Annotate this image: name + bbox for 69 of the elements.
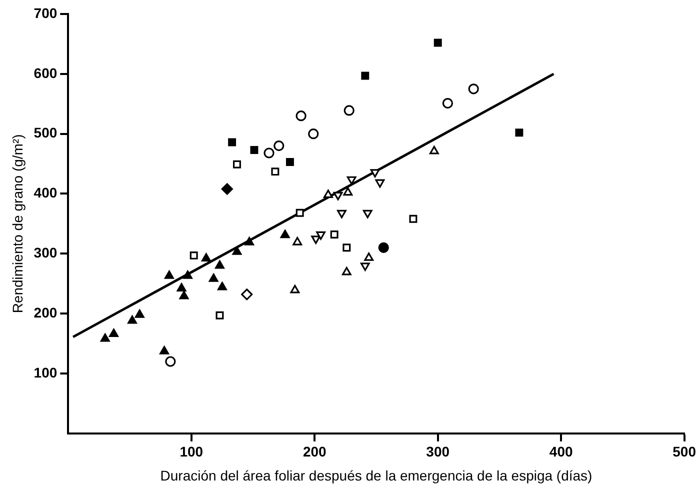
point — [429, 146, 439, 154]
point — [370, 169, 380, 178]
point — [274, 140, 284, 152]
x-axis-title: Duración del área foliar después de la emergencia de la espiga (días) — [160, 467, 592, 484]
point — [216, 311, 224, 320]
point — [375, 179, 385, 188]
point — [442, 98, 454, 109]
point — [201, 253, 211, 262]
point — [378, 242, 389, 253]
x-tick-label: 500 — [672, 444, 696, 460]
point — [409, 214, 418, 223]
y-axis-title: Rendimiento de grano (g/m²) — [9, 134, 26, 314]
point — [218, 282, 227, 290]
point — [109, 328, 118, 337]
point — [468, 84, 479, 94]
point — [316, 231, 326, 240]
point — [364, 252, 374, 261]
point — [308, 128, 319, 140]
x-tick-label: 400 — [549, 444, 573, 460]
point — [343, 187, 353, 196]
point — [362, 210, 372, 218]
point — [179, 290, 189, 300]
point — [434, 38, 442, 47]
point — [176, 283, 186, 292]
point — [296, 208, 304, 217]
point — [296, 110, 306, 122]
point — [228, 138, 236, 146]
point — [280, 230, 290, 238]
point — [215, 260, 224, 269]
point — [342, 244, 351, 252]
y-tick-label: 700 — [34, 4, 58, 21]
point — [361, 72, 370, 80]
point — [190, 251, 198, 260]
point — [290, 284, 300, 294]
point — [128, 315, 137, 324]
y-tick-label: 300 — [34, 244, 58, 261]
point — [337, 210, 346, 218]
point — [292, 236, 302, 246]
y-tick-label: 400 — [34, 184, 58, 201]
point — [346, 176, 356, 185]
point — [165, 356, 176, 367]
point — [515, 128, 524, 137]
point — [271, 168, 280, 176]
y-tick-label: 100 — [34, 364, 58, 380]
point — [160, 346, 169, 354]
point — [342, 266, 352, 276]
y-tick-label: 600 — [34, 64, 58, 81]
x-tick-label: 300 — [426, 444, 450, 460]
point — [286, 158, 294, 166]
y-tick-label: 500 — [34, 124, 58, 141]
point — [323, 190, 333, 198]
point — [100, 333, 110, 342]
point — [244, 236, 254, 246]
y-tick-label: 200 — [34, 304, 58, 320]
point — [333, 192, 343, 200]
point — [241, 288, 253, 300]
point — [344, 105, 354, 116]
point — [134, 309, 144, 318]
point — [330, 230, 338, 238]
point — [232, 246, 242, 255]
point — [233, 160, 241, 168]
point — [182, 270, 192, 279]
point — [250, 146, 258, 154]
x-tick-label: 200 — [302, 444, 327, 460]
point — [221, 183, 233, 195]
point — [164, 270, 174, 279]
point — [208, 274, 218, 282]
x-tick-label: 100 — [180, 444, 204, 460]
point — [264, 148, 274, 158]
